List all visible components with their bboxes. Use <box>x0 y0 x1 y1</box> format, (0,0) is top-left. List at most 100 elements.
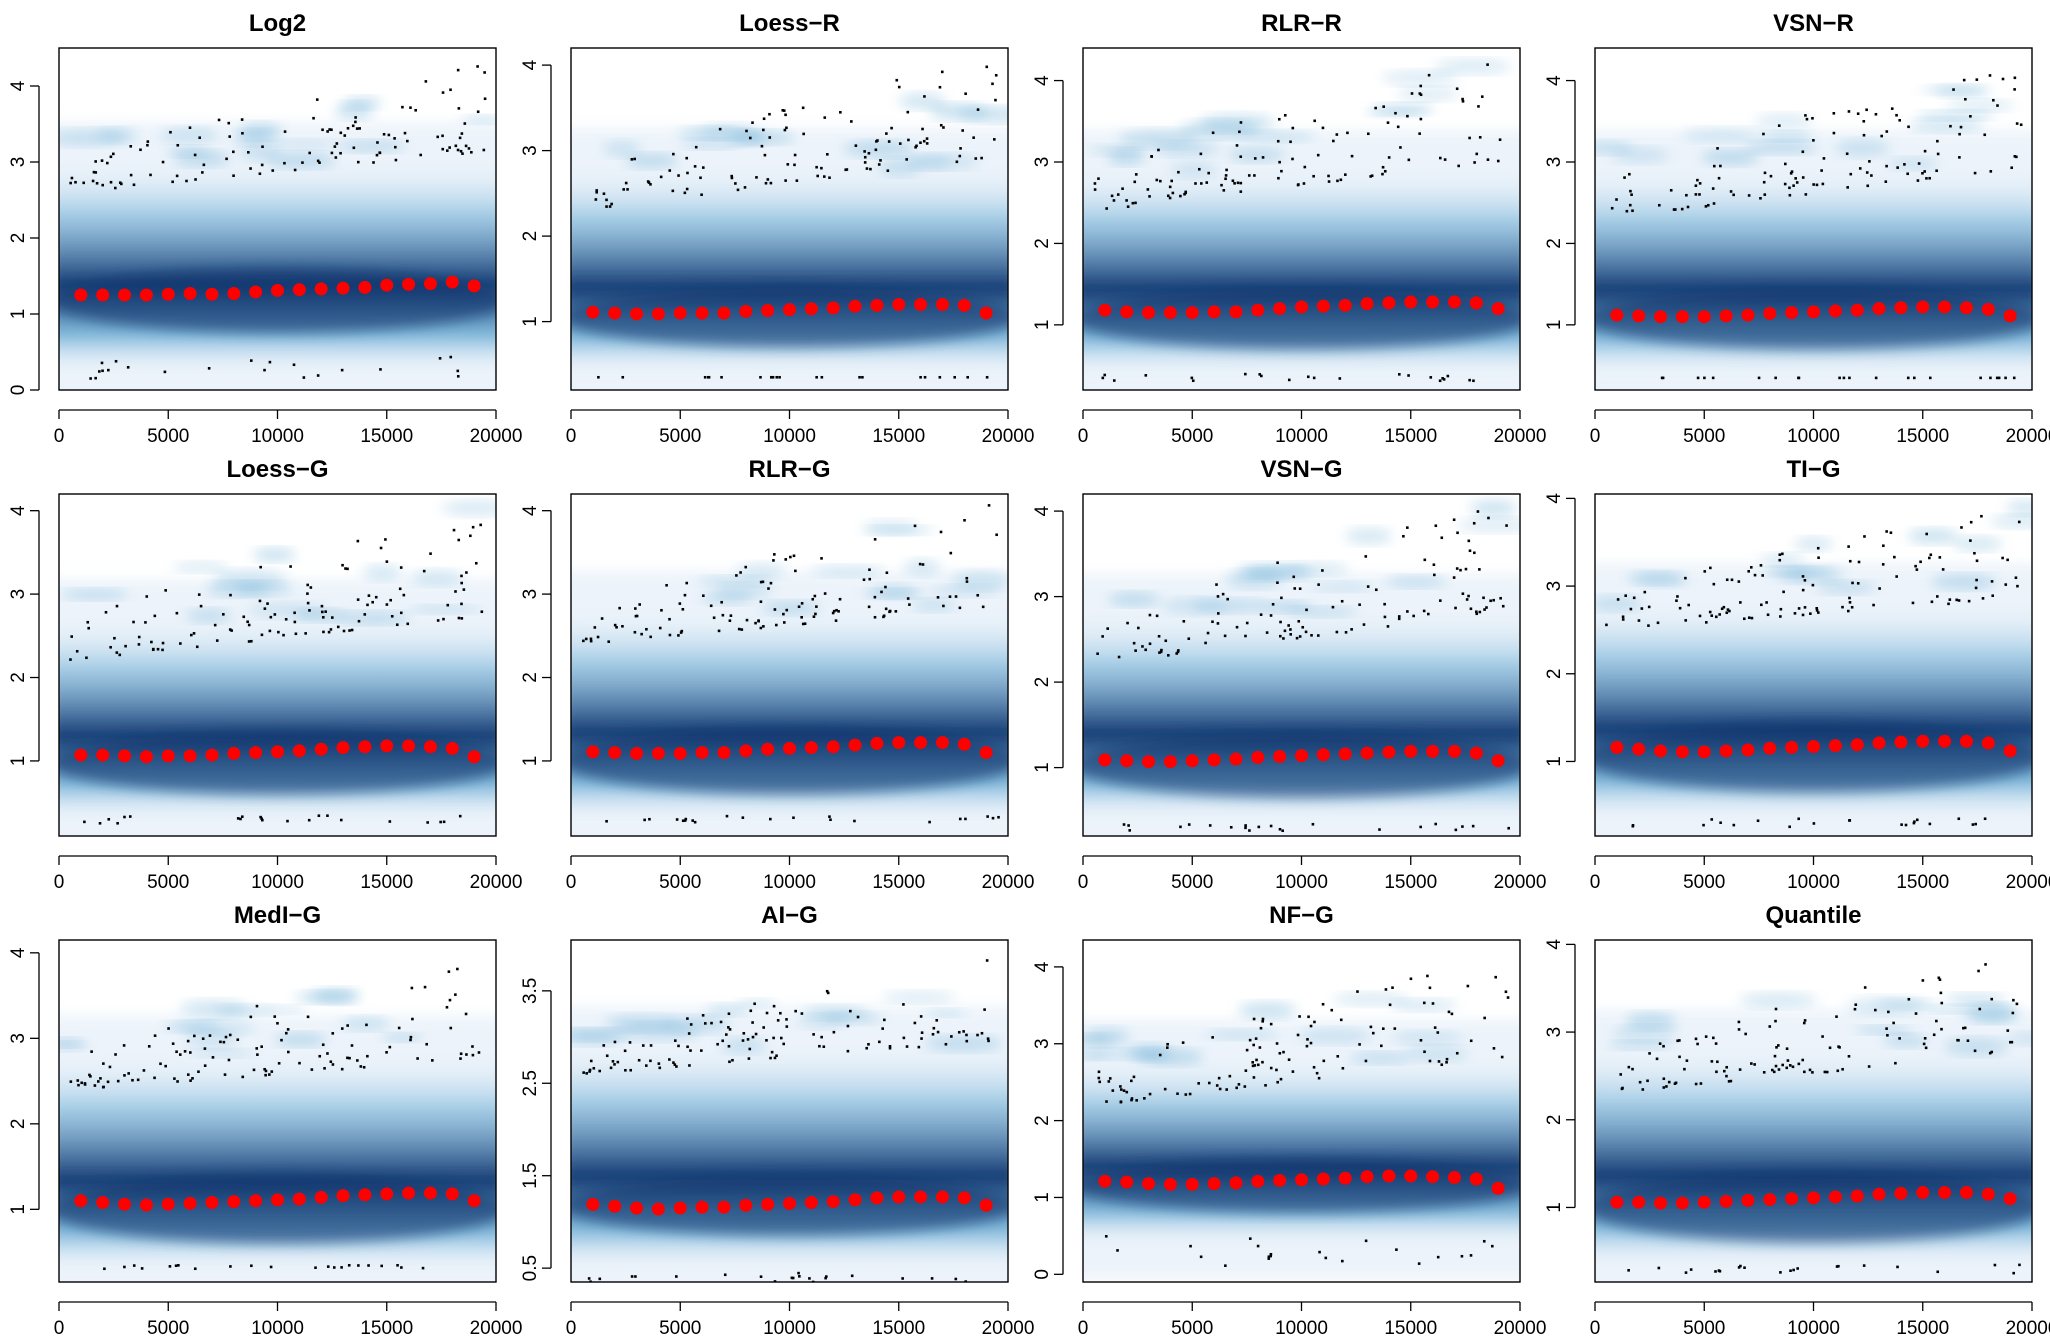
outlier-point <box>1811 116 1814 120</box>
outlier-point <box>326 1052 329 1055</box>
outlier-point <box>309 586 313 589</box>
trend-point <box>717 746 731 760</box>
outlier-point <box>1271 602 1275 606</box>
outlier-point <box>355 127 359 130</box>
outlier-point <box>1356 990 1359 993</box>
outlier-point <box>1190 376 1194 380</box>
outlier-point <box>1394 111 1397 115</box>
trend-point <box>673 1201 687 1215</box>
density-streak <box>212 569 287 588</box>
outlier-point <box>775 623 778 627</box>
x-tick-label: 0 <box>54 426 65 447</box>
outlier-point <box>721 613 725 617</box>
density-streak <box>1933 85 1991 97</box>
outlier-point <box>1298 635 1302 638</box>
outlier-point <box>584 637 588 641</box>
outlier-point <box>1339 178 1343 182</box>
trend-point <box>1697 745 1711 759</box>
outlier-point <box>1980 514 1983 518</box>
density-streak <box>1607 1040 1675 1050</box>
outlier-point <box>240 815 244 819</box>
outlier-point <box>445 1005 449 1009</box>
outlier-point <box>1714 1270 1717 1273</box>
outlier-point <box>633 630 637 634</box>
outlier-point <box>751 1035 755 1039</box>
outlier-point <box>932 1026 936 1030</box>
outlier-point <box>621 624 624 628</box>
outlier-point <box>1778 558 1782 562</box>
outlier-point <box>894 610 898 613</box>
x-tick-label: 10000 <box>763 872 816 893</box>
outlier-point <box>350 628 354 632</box>
outlier-point <box>689 1023 693 1026</box>
trend-point <box>271 283 284 297</box>
outlier-point <box>367 1264 370 1267</box>
density-streak <box>1225 570 1284 588</box>
outlier-point <box>452 528 456 532</box>
outlier-point <box>409 1035 413 1039</box>
outlier-point <box>1407 374 1410 377</box>
outlier-point <box>1208 824 1212 827</box>
outlier-point <box>673 1063 677 1066</box>
outlier-point <box>589 1280 592 1282</box>
outlier-point <box>1224 1264 1227 1267</box>
outlier-point <box>1923 170 1926 173</box>
outlier-point <box>107 368 110 372</box>
outlier-point <box>1938 556 1942 559</box>
outlier-point <box>1321 126 1325 130</box>
outlier-point <box>1197 167 1201 171</box>
outlier-point <box>1923 149 1927 153</box>
outlier-point <box>100 159 104 162</box>
outlier-point <box>1336 1055 1340 1058</box>
outlier-point <box>1714 1042 1718 1045</box>
outlier-point <box>1467 594 1470 598</box>
density-streak <box>381 1033 423 1042</box>
outlier-point <box>659 175 663 179</box>
x-tick-label: 20000 <box>2006 426 2050 447</box>
outlier-point <box>2012 1271 2015 1275</box>
outlier-point <box>460 602 463 606</box>
density-streak <box>233 130 275 145</box>
outlier-point <box>1760 603 1763 607</box>
outlier-point <box>797 1271 800 1275</box>
outlier-point <box>112 152 115 156</box>
outlier-point <box>1747 616 1751 619</box>
outlier-point <box>1956 1038 1959 1042</box>
outlier-point <box>1781 1063 1785 1067</box>
outlier-point <box>203 1064 207 1067</box>
outlier-point <box>83 1082 87 1085</box>
outlier-point <box>144 621 147 624</box>
outlier-point <box>1419 1038 1423 1042</box>
trend-point <box>1938 1186 1952 1200</box>
outlier-point <box>845 168 849 171</box>
outlier-point <box>658 626 662 630</box>
outlier-point <box>1804 193 1808 196</box>
outlier-point <box>1428 1059 1432 1063</box>
trend-point <box>1938 300 1952 314</box>
outlier-point <box>151 648 155 652</box>
outlier-point <box>69 658 72 661</box>
outlier-point <box>1750 616 1754 620</box>
outlier-point <box>1168 196 1172 200</box>
trend-point <box>979 1198 993 1212</box>
outlier-point <box>1778 553 1782 557</box>
outlier-point <box>230 629 233 632</box>
outlier-point <box>1615 198 1618 201</box>
outlier-point <box>1983 817 1987 821</box>
outlier-point <box>1327 174 1330 178</box>
outlier-point <box>1963 1026 1967 1030</box>
outlier-point <box>1422 609 1426 613</box>
outlier-point <box>1762 132 1765 136</box>
outlier-point <box>153 1034 157 1037</box>
outlier-point <box>326 814 329 817</box>
outlier-point <box>712 616 716 620</box>
x-tick-label: 20000 <box>982 1318 1035 1337</box>
density-streak <box>1760 553 1805 566</box>
outlier-point <box>1110 194 1114 198</box>
trend-point <box>1872 1187 1886 1201</box>
outlier-point <box>378 151 382 155</box>
outlier-point <box>1917 162 1921 165</box>
outlier-point <box>395 623 399 627</box>
outlier-point <box>322 630 325 634</box>
